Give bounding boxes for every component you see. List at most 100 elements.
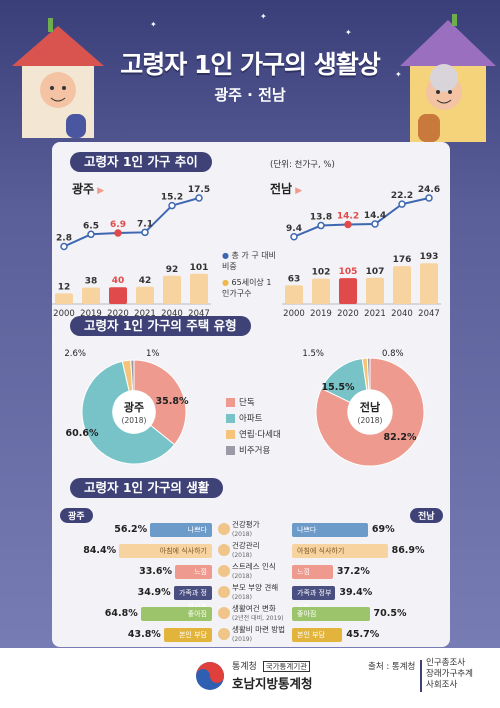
star-icon: ✦ — [150, 20, 157, 29]
pie-value-label: 35.8% — [156, 396, 189, 407]
line-point — [398, 200, 406, 208]
line-value-label: 13.8 — [310, 213, 332, 223]
legend-line: ● 총 가 구 대비 비중 — [222, 251, 276, 271]
bar-2019 — [82, 287, 100, 304]
line-point — [371, 220, 379, 228]
jeonnam-bar: 나쁘다 — [292, 523, 368, 537]
pie-chart-jeonnam: 전남 (2018)82.2% 15.5% 1.5% 0.8% — [302, 349, 425, 467]
pie-year-label: (2018) — [358, 416, 383, 425]
x-tick-label: 2019 — [80, 309, 102, 317]
bar-2000 — [285, 285, 303, 304]
x-tick-label: 2040 — [161, 309, 183, 317]
life-row: 64.8% 좋아짐 생활여건 변화 (2년전 대비, 2019) 좋아짐 70.5% — [52, 604, 450, 626]
trend-chart-gwangju: 12 2000 38 2019 40 2020 42 2021 92 2040 101 2047 2.8… — [52, 185, 211, 317]
pie-value-label: 1.5% — [302, 349, 324, 359]
bar-value-label: 176 — [393, 255, 412, 265]
taegeuk-logo-icon — [196, 662, 224, 690]
section-title-trend: 고령자 1인 가구 추이 — [70, 152, 212, 172]
source-list: 인구총조사 장래가구추계 사회조사 — [426, 658, 473, 690]
category-label: 스트레스 인식 (2018) — [232, 562, 276, 580]
category-icon — [218, 523, 230, 535]
line-value-label: 22.2 — [391, 191, 413, 201]
jeonnam-bar: 가족과 정부사회 — [292, 586, 336, 611]
bar-value-label: 92 — [166, 265, 179, 275]
life-region-jeonnam: 전남 — [410, 508, 443, 523]
bar-value-label: 12 — [58, 282, 71, 292]
line-point — [60, 242, 68, 251]
category-icon — [218, 607, 230, 619]
category-label: 건강관리 (2018) — [232, 541, 260, 559]
region-label-jeonnam: 전남 ▶ — [270, 182, 303, 196]
line-value-label: 6.9 — [110, 220, 126, 230]
bar-2040 — [163, 275, 181, 304]
region-label-gwangju: 광주 ▶ — [72, 182, 105, 196]
pie-year-label: (2018) — [122, 416, 147, 425]
unit-label: (단위: 천가구, %) — [270, 160, 335, 170]
infographic-card: 고령자 1인 가구 추이 (단위: 천가구, %) 광주 ▶ 전남 ▶ 12 20… — [52, 142, 450, 647]
pie-center — [112, 390, 156, 434]
trend-chart-jeonnam: 63 2000 102 2019 105 2020 107 2021 176 2040 193 204… — [282, 185, 441, 317]
x-tick-label: 2020 — [107, 309, 129, 317]
gwangju-bar: 느낌 — [175, 565, 212, 579]
bar-value-label: 193 — [420, 252, 439, 262]
page-title: 고령자 1인 가구의 생활상 — [120, 50, 381, 79]
line-value-label: 14.2 — [337, 212, 359, 222]
category-icon — [218, 628, 230, 640]
line-point — [87, 230, 95, 239]
jeonnam-value: 69% — [371, 524, 395, 535]
bar-value-label: 38 — [85, 277, 98, 287]
footer: 통계청 국가통계기관 호남지방통계청 출처 : 통계청 인구총조사 장래가구추계… — [0, 648, 500, 708]
bar-legend-icon: ● — [222, 278, 229, 287]
line-value-label: 6.5 — [83, 221, 99, 231]
line-point — [141, 228, 149, 237]
line-point — [195, 194, 203, 202]
right-house-grandmother-illustration — [400, 14, 496, 142]
pie-chart-gwangju: 광주 (2018) 35.8% 60.6% 2.6% 1% — [64, 349, 189, 465]
gwangju-value: 56.2% — [114, 524, 148, 535]
gwangju-bar: 가족과 정부사회 — [173, 586, 212, 611]
category-label: 생활비 마련 방법 (2019) — [232, 625, 286, 643]
page-subtitle: 광주 · 전남 — [214, 86, 286, 104]
bar-value-label: 40 — [112, 276, 125, 286]
jeonnam-value: 86.9% — [391, 545, 425, 556]
category-label: 부모 부양 견해 (2018) — [232, 583, 279, 601]
gwangju-value: 34.9% — [137, 587, 171, 598]
bar-2040 — [393, 266, 411, 304]
org-name: 호남지방통계청 — [232, 676, 313, 691]
jeonnam-value: 70.5% — [373, 608, 407, 619]
pie-legend-rowhouse: 연립·다세대 — [226, 428, 281, 440]
jeonnam-value: 37.2% — [336, 566, 370, 577]
pie-value-label: 15.5% — [322, 382, 355, 393]
x-tick-label: 2021 — [134, 309, 156, 317]
x-tick-label: 2040 — [391, 309, 413, 317]
star-icon: ✦ — [260, 12, 267, 21]
bar-value-label: 63 — [288, 274, 301, 284]
line-value-label: 7.1 — [137, 219, 153, 229]
jeonnam-value: 39.4% — [339, 587, 373, 598]
source-divider — [420, 660, 422, 692]
line-value-label: 24.6 — [418, 185, 440, 195]
bar-2047 — [190, 273, 208, 304]
bar-2047 — [420, 263, 438, 304]
x-tick-label: 2000 — [53, 309, 75, 317]
gwangju-bar: 본인 부담 — [163, 628, 212, 642]
gwangju-value: 33.6% — [139, 566, 173, 577]
left-house-grandfather-illustration — [12, 18, 104, 138]
pie-legend-single: 단독 — [226, 396, 255, 408]
share-line — [293, 197, 430, 238]
life-region-gwangju: 광주 — [60, 508, 93, 523]
line-point — [317, 221, 325, 230]
x-tick-label: 2020 — [337, 309, 359, 317]
life-row: 34.9%가족과 정부사회부모 부양 견해(2018)가족과 정부사회39.4% — [52, 583, 450, 611]
line-value-label: 14.4 — [364, 211, 386, 221]
bar-2020 — [339, 278, 357, 304]
gwangju-value: 43.8% — [127, 629, 161, 640]
line-legend-icon: ● — [222, 251, 229, 260]
line-point — [425, 194, 433, 202]
bar-value-label: 105 — [339, 267, 358, 277]
section-title-housing: 고령자 1인 가구의 주택 유형 — [70, 316, 251, 336]
line-point — [168, 201, 176, 210]
bar-value-label: 107 — [366, 267, 385, 277]
bar-value-label: 102 — [312, 268, 331, 278]
source-label: 출처 : 통계청 — [368, 662, 416, 672]
